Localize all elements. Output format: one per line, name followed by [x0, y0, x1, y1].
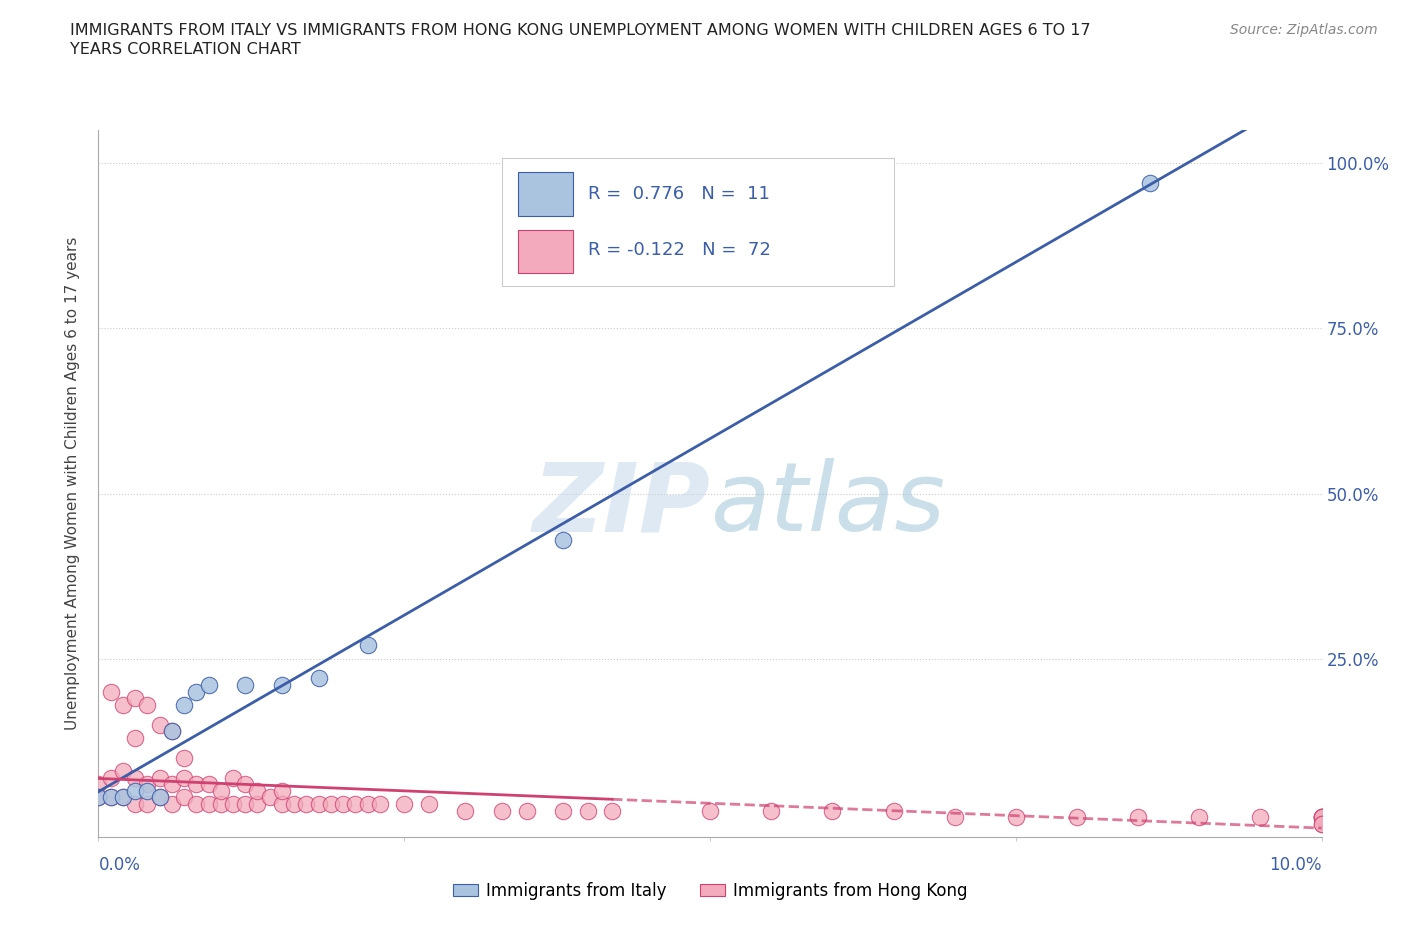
Point: [160, 777, 183, 791]
Point: [516, 804, 538, 818]
Point: [344, 796, 367, 811]
Point: [1310, 810, 1333, 825]
Text: 0.0%: 0.0%: [98, 856, 141, 873]
Point: [553, 532, 575, 547]
Point: [111, 790, 134, 804]
Point: [759, 804, 782, 818]
Point: [173, 790, 195, 804]
Point: [136, 783, 159, 798]
Point: [553, 804, 575, 818]
Point: [197, 678, 219, 693]
Point: [1310, 817, 1333, 831]
Point: [418, 796, 440, 811]
Point: [124, 796, 146, 811]
Point: [136, 698, 159, 712]
Point: [233, 796, 256, 811]
Point: [1310, 810, 1333, 825]
Point: [491, 804, 513, 818]
Point: [1249, 810, 1271, 825]
Point: [600, 804, 623, 818]
Point: [160, 724, 183, 738]
Point: [576, 804, 599, 818]
Point: [111, 764, 134, 778]
Point: [308, 796, 330, 811]
Point: [883, 804, 905, 818]
Point: [259, 790, 281, 804]
Point: [295, 796, 318, 811]
Point: [87, 790, 110, 804]
Point: [173, 751, 195, 765]
Point: [943, 810, 966, 825]
Point: [186, 777, 208, 791]
Point: [100, 770, 122, 785]
Point: [356, 638, 378, 653]
Text: ZIP: ZIP: [531, 458, 710, 551]
Text: Source: ZipAtlas.com: Source: ZipAtlas.com: [1230, 23, 1378, 37]
Text: YEARS CORRELATION CHART: YEARS CORRELATION CHART: [70, 42, 301, 57]
Point: [149, 790, 172, 804]
Point: [1128, 810, 1150, 825]
Point: [1310, 817, 1333, 831]
Y-axis label: Unemployment Among Women with Children Ages 6 to 17 years: Unemployment Among Women with Children A…: [65, 237, 80, 730]
Point: [173, 698, 195, 712]
Point: [149, 717, 172, 732]
Point: [87, 790, 110, 804]
Point: [356, 796, 378, 811]
Point: [149, 790, 172, 804]
Point: [197, 777, 219, 791]
Point: [186, 796, 208, 811]
Point: [1310, 810, 1333, 825]
Point: [270, 678, 292, 693]
Point: [270, 783, 292, 798]
Text: atlas: atlas: [710, 458, 945, 551]
Point: [1310, 810, 1333, 825]
Point: [100, 684, 122, 699]
Point: [186, 684, 208, 699]
Point: [1004, 810, 1026, 825]
Point: [699, 804, 721, 818]
Point: [111, 698, 134, 712]
Point: [283, 796, 305, 811]
Point: [246, 796, 269, 811]
Point: [222, 796, 245, 811]
Point: [100, 790, 122, 804]
Point: [233, 777, 256, 791]
Point: [136, 796, 159, 811]
Point: [197, 796, 219, 811]
Point: [124, 783, 146, 798]
Point: [87, 777, 110, 791]
Point: [332, 796, 354, 811]
Point: [222, 770, 245, 785]
Point: [1188, 810, 1211, 825]
Point: [308, 671, 330, 686]
Point: [319, 796, 342, 811]
Point: [149, 770, 172, 785]
Point: [136, 777, 159, 791]
Point: [209, 796, 232, 811]
Point: [173, 770, 195, 785]
Legend: Immigrants from Italy, Immigrants from Hong Kong: Immigrants from Italy, Immigrants from H…: [446, 875, 974, 907]
Text: IMMIGRANTS FROM ITALY VS IMMIGRANTS FROM HONG KONG UNEMPLOYMENT AMONG WOMEN WITH: IMMIGRANTS FROM ITALY VS IMMIGRANTS FROM…: [70, 23, 1091, 38]
Point: [246, 783, 269, 798]
Point: [209, 783, 232, 798]
Point: [111, 790, 134, 804]
Point: [160, 796, 183, 811]
Point: [392, 796, 416, 811]
Point: [233, 678, 256, 693]
Point: [124, 691, 146, 706]
Point: [124, 770, 146, 785]
Point: [270, 796, 292, 811]
Point: [1139, 176, 1161, 191]
Point: [454, 804, 477, 818]
Point: [1066, 810, 1088, 825]
Point: [124, 730, 146, 745]
Text: 10.0%: 10.0%: [1270, 856, 1322, 873]
Point: [160, 724, 183, 738]
Point: [368, 796, 391, 811]
Point: [100, 790, 122, 804]
Point: [821, 804, 844, 818]
Point: [1310, 810, 1333, 825]
